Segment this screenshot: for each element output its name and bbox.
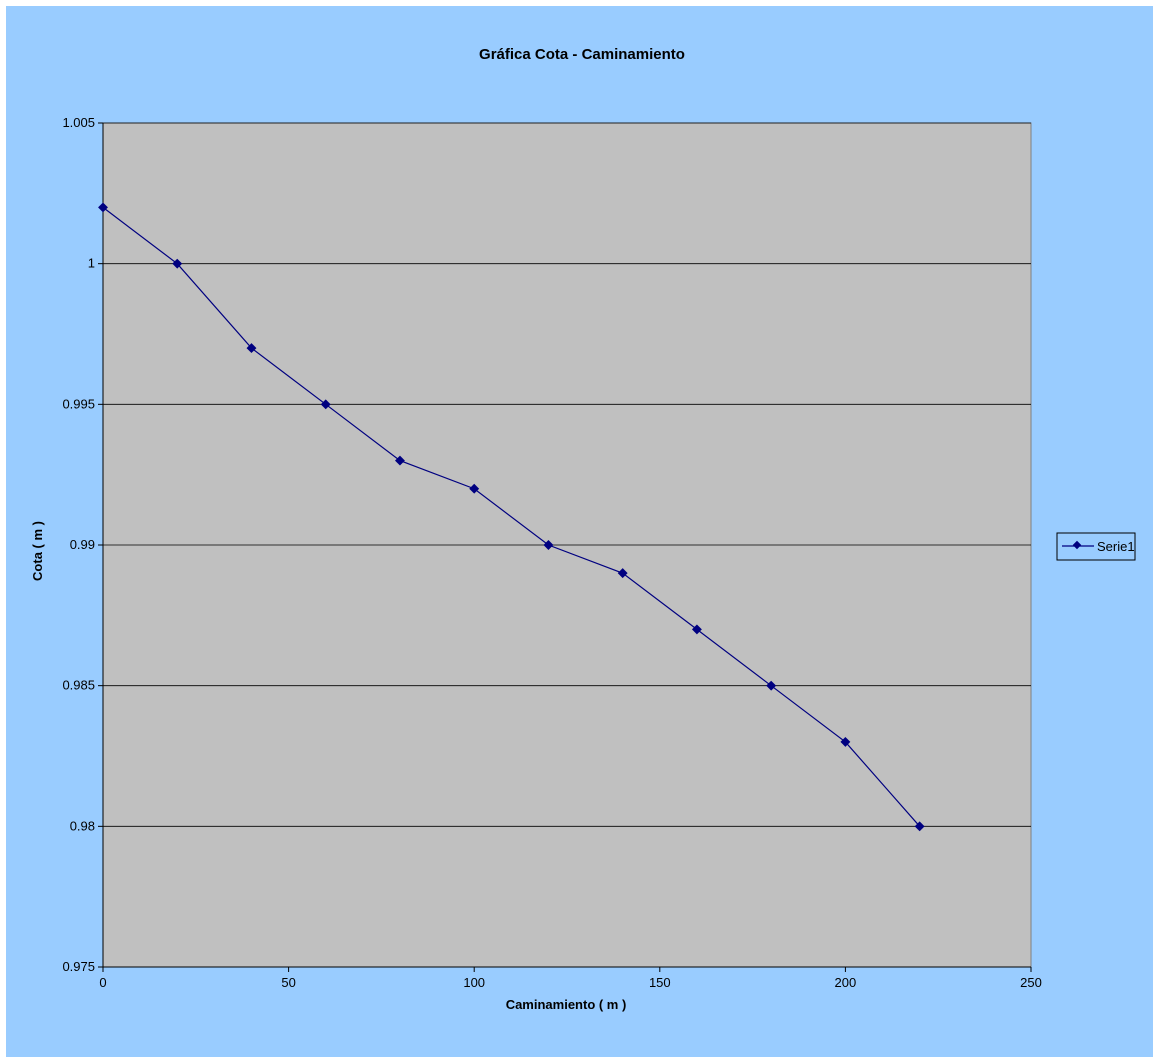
data-point <box>543 540 554 550</box>
y-tick-label: 0.975 <box>62 959 95 974</box>
legend-marker <box>1072 540 1082 550</box>
x-tick-label: 200 <box>835 975 857 990</box>
data-point <box>320 399 331 410</box>
data-point <box>469 483 480 494</box>
plot-area: 0.975 0.98 0.985 0.99 0.995 1 1.005 0 50 100 150 20… <box>62 115 1041 990</box>
x-tick-label: 250 <box>1020 975 1042 990</box>
legend: Serie1 <box>1056 532 1136 561</box>
x-tick-label: 100 <box>463 975 485 990</box>
y-tick-label: 0.995 <box>62 396 95 411</box>
y-tick-label: 0.99 <box>70 537 95 552</box>
data-point <box>395 455 405 466</box>
data-point <box>914 821 925 832</box>
x-tick-label: 150 <box>649 975 671 990</box>
chart-frame: Gráfica Cota - Caminamiento 0.975 0.98 0.9… <box>6 6 1153 1057</box>
data-point <box>691 624 702 635</box>
x-tick-label: 0 <box>99 975 106 990</box>
y-tick-label: 0.98 <box>70 818 95 833</box>
y-tick-label: 0.985 <box>62 678 95 693</box>
data-point <box>617 568 628 579</box>
data-point <box>172 258 183 269</box>
chart-title: Gráfica Cota - Caminamiento <box>479 46 685 63</box>
data-point <box>766 680 777 691</box>
data-point <box>246 343 257 354</box>
data-point <box>98 202 108 213</box>
series-line <box>102 206 921 827</box>
x-axis-label: Caminamiento ( m ) <box>506 997 627 1012</box>
chart-svg: Gráfica Cota - Caminamiento 0.9750.980.9… <box>30 46 1136 1012</box>
legend-label: Serie1 <box>1097 539 1135 554</box>
x-tick-label: 50 <box>281 975 295 990</box>
data-point <box>840 736 851 747</box>
y-tick-label: 1 <box>88 256 95 271</box>
y-tick-label: 1.005 <box>62 115 95 130</box>
y-axis-label: Cota ( m ) <box>30 521 45 581</box>
